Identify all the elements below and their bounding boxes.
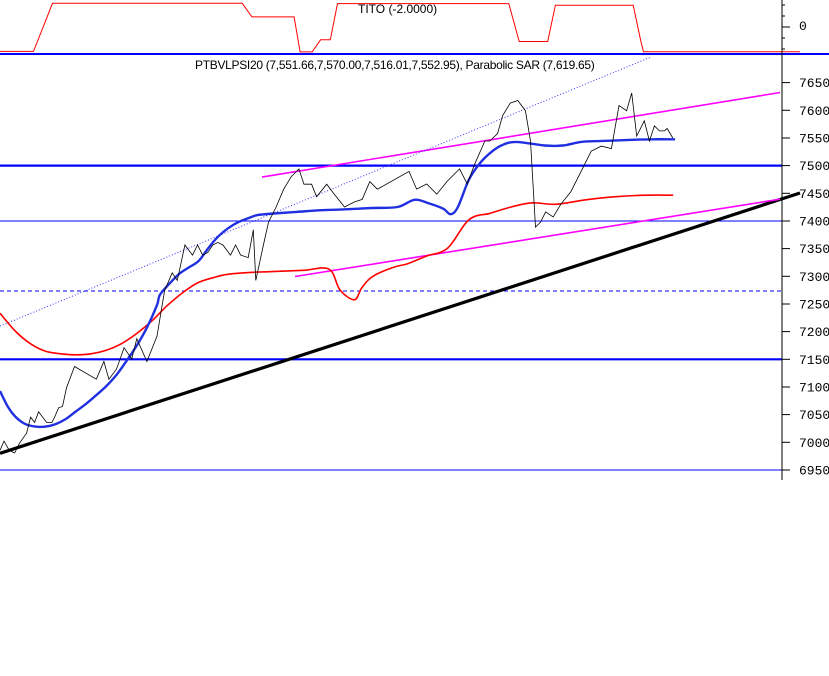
svg-text:TITO (-2.0000): TITO (-2.0000) bbox=[358, 2, 437, 16]
svg-text:7050: 7050 bbox=[799, 408, 829, 423]
svg-text:7150: 7150 bbox=[799, 353, 829, 368]
svg-text:7450: 7450 bbox=[799, 187, 829, 202]
svg-text:7500: 7500 bbox=[799, 159, 829, 174]
svg-text:7250: 7250 bbox=[799, 298, 829, 313]
svg-text:7350: 7350 bbox=[799, 242, 829, 257]
svg-text:7650: 7650 bbox=[799, 76, 829, 91]
svg-text:7300: 7300 bbox=[799, 270, 829, 285]
svg-text:0: 0 bbox=[799, 19, 807, 34]
svg-text:7600: 7600 bbox=[799, 104, 829, 119]
svg-text:7000: 7000 bbox=[799, 436, 829, 451]
svg-text:6950: 6950 bbox=[799, 464, 829, 479]
svg-text:7400: 7400 bbox=[799, 215, 829, 230]
svg-text:PTBVLPSI20 (7,551.66,7,570.00,: PTBVLPSI20 (7,551.66,7,570.00,7,516.01,7… bbox=[195, 58, 595, 72]
svg-text:7100: 7100 bbox=[799, 381, 829, 396]
svg-text:7550: 7550 bbox=[799, 132, 829, 147]
svg-text:7200: 7200 bbox=[799, 325, 829, 340]
